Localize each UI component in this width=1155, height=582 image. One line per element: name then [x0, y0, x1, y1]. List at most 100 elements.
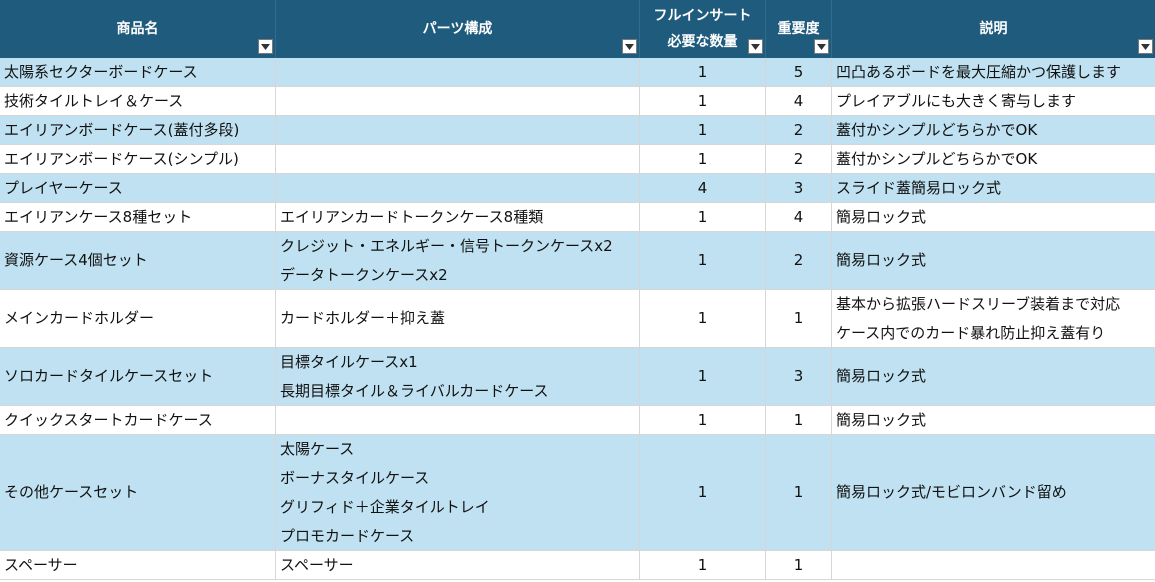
table-cell-parts[interactable] [276, 406, 640, 435]
table-cell-qty[interactable]: 1 [640, 145, 766, 174]
table-cell-name[interactable]: 資源ケース4個セット [0, 232, 276, 290]
table-cell-importance[interactable]: 2 [766, 232, 832, 290]
table-cell-name[interactable]: 太陽系セクターボードケース [0, 58, 276, 87]
table-cell-qty[interactable]: 1 [640, 116, 766, 145]
table-cell-name[interactable]: エイリアンケース8種セット [0, 203, 276, 232]
table-cell-importance[interactable]: 1 [766, 406, 832, 435]
importance-value: 4 [793, 207, 804, 226]
importance-value: 1 [793, 309, 804, 327]
product-name: クイックスタートカードケース [4, 410, 213, 429]
table-cell-name[interactable]: その他ケースセット [0, 435, 276, 551]
column-header-description: 説明 [832, 0, 1155, 58]
table-cell-qty[interactable]: 4 [640, 174, 766, 203]
table-cell-parts[interactable] [276, 87, 640, 116]
quantity-value: 1 [697, 555, 708, 574]
table-cell-importance[interactable]: 1 [766, 290, 832, 348]
quantity-value: 1 [697, 367, 708, 385]
table-cell-name[interactable]: メインカードホルダー [0, 290, 276, 348]
parts-line: データトークンケースx2 [280, 265, 448, 284]
table-cell-parts[interactable] [276, 174, 640, 203]
column-header-parts: パーツ構成 [276, 0, 640, 58]
table-cell-parts[interactable]: スペーサー [276, 551, 640, 580]
table-cell-desc[interactable]: 簡易ロック式/モビロンバンド留め [832, 435, 1155, 551]
table-cell-name[interactable]: エイリアンボードケース(シンプル) [0, 145, 276, 174]
table-cell-desc[interactable]: 蓋付かシンプルどちらかでOK [832, 145, 1155, 174]
table-cell-name[interactable]: スペーサー [0, 551, 276, 580]
table-cell-name[interactable]: プレイヤーケース [0, 174, 276, 203]
table-cell-qty[interactable]: 1 [640, 406, 766, 435]
filter-dropdown-button[interactable] [814, 39, 829, 54]
quantity-value: 1 [697, 91, 708, 110]
table-cell-parts[interactable]: エイリアンカードトークンケース8種類 [276, 203, 640, 232]
table-cell-name[interactable]: エイリアンボードケース(蓋付多段) [0, 116, 276, 145]
dropdown-arrow-icon [261, 43, 270, 50]
table-cell-importance[interactable]: 4 [766, 203, 832, 232]
table-cell-importance[interactable]: 3 [766, 348, 832, 406]
table-cell-parts[interactable]: クレジット・エネルギー・信号トークンケースx2 データトークンケースx2 [276, 232, 640, 290]
table-cell-desc[interactable]: スライド蓋簡易ロック式 [832, 174, 1155, 203]
dropdown-arrow-icon [751, 43, 760, 50]
quantity-value: 1 [697, 410, 708, 429]
product-name: 太陽系セクターボードケース [4, 62, 198, 81]
product-name: エイリアンボードケース(シンプル) [4, 149, 239, 168]
table-cell-desc[interactable] [832, 551, 1155, 580]
parts-line: ボーナスタイルケース [280, 468, 430, 487]
table-cell-importance[interactable]: 1 [766, 551, 832, 580]
table-cell-parts[interactable]: 太陽ケース ボーナスタイルケース グリフィド＋企業タイルトレイ プロモカードケース [276, 435, 640, 551]
description-line: 基本から拡張ハードスリーブ装着まで対応 [836, 294, 1121, 313]
table-cell-desc[interactable]: 簡易ロック式 [832, 203, 1155, 232]
table-cell-desc[interactable]: 簡易ロック式 [832, 348, 1155, 406]
quantity-value: 4 [697, 178, 708, 197]
product-name: エイリアンケース8種セット [4, 207, 193, 226]
table-cell-qty[interactable]: 1 [640, 87, 766, 116]
description-line: 蓋付かシンプルどちらかでOK [836, 149, 1038, 168]
table-cell-importance[interactable]: 3 [766, 174, 832, 203]
table-cell-name[interactable]: クイックスタートカードケース [0, 406, 276, 435]
filter-dropdown-button[interactable] [748, 39, 763, 54]
column-header-quantity: フルインサート 必要な数量 [640, 0, 766, 58]
table-cell-qty[interactable]: 1 [640, 290, 766, 348]
product-name: ソロカードタイルケースセット [4, 367, 214, 385]
column-header-label-line1: フルインサート [653, 8, 752, 24]
table-cell-parts[interactable]: 目標タイルケースx1 長期目標タイル＆ライバルカードケース [276, 348, 640, 406]
dropdown-arrow-icon [625, 43, 634, 50]
table-cell-parts[interactable] [276, 145, 640, 174]
quantity-value: 1 [697, 149, 708, 168]
column-header-label: 商品名 [116, 21, 159, 37]
table-cell-qty[interactable]: 1 [640, 232, 766, 290]
table-cell-desc[interactable]: 凹凸あるボードを最大圧縮かつ保護します [832, 58, 1155, 87]
table-cell-qty[interactable]: 1 [640, 58, 766, 87]
product-name: エイリアンボードケース(蓋付多段) [4, 120, 240, 139]
table-cell-parts[interactable] [276, 58, 640, 87]
quantity-value: 1 [697, 207, 708, 226]
table-cell-desc[interactable]: 簡易ロック式 [832, 232, 1155, 290]
description-line: 簡易ロック式 [836, 367, 927, 385]
table-cell-parts[interactable]: カードホルダー＋抑え蓋 [276, 290, 640, 348]
table-cell-qty[interactable]: 1 [640, 551, 766, 580]
filter-dropdown-button[interactable] [1138, 39, 1153, 54]
table-cell-importance[interactable]: 1 [766, 435, 832, 551]
parts-line: 目標タイルケースx1 [280, 352, 418, 371]
table-cell-desc[interactable]: 基本から拡張ハードスリーブ装着まで対応 ケース内でのカード暴れ防止抑え蓋有り [832, 290, 1155, 348]
product-name: メインカードホルダー [4, 309, 155, 327]
table-cell-qty[interactable]: 1 [640, 348, 766, 406]
table-cell-importance[interactable]: 2 [766, 145, 832, 174]
product-name: スペーサー [4, 555, 78, 574]
importance-value: 1 [793, 410, 804, 429]
filter-dropdown-button[interactable] [622, 39, 637, 54]
table-cell-name[interactable]: 技術タイルトレイ＆ケース [0, 87, 276, 116]
table-cell-parts[interactable] [276, 116, 640, 145]
table-cell-name[interactable]: ソロカードタイルケースセット [0, 348, 276, 406]
filter-dropdown-button[interactable] [258, 39, 273, 54]
table-cell-qty[interactable]: 1 [640, 203, 766, 232]
table-cell-importance[interactable]: 2 [766, 116, 832, 145]
table-cell-desc[interactable]: 蓋付かシンプルどちらかでOK [832, 116, 1155, 145]
column-header-label: 重要度 [777, 21, 820, 37]
table-cell-qty[interactable]: 1 [640, 435, 766, 551]
table-cell-importance[interactable]: 5 [766, 58, 832, 87]
table-cell-desc[interactable]: プレイアブルにも大きく寄与します [832, 87, 1155, 116]
importance-value: 3 [793, 178, 804, 197]
table-cell-desc[interactable]: 簡易ロック式 [832, 406, 1155, 435]
table-cell-importance[interactable]: 4 [766, 87, 832, 116]
